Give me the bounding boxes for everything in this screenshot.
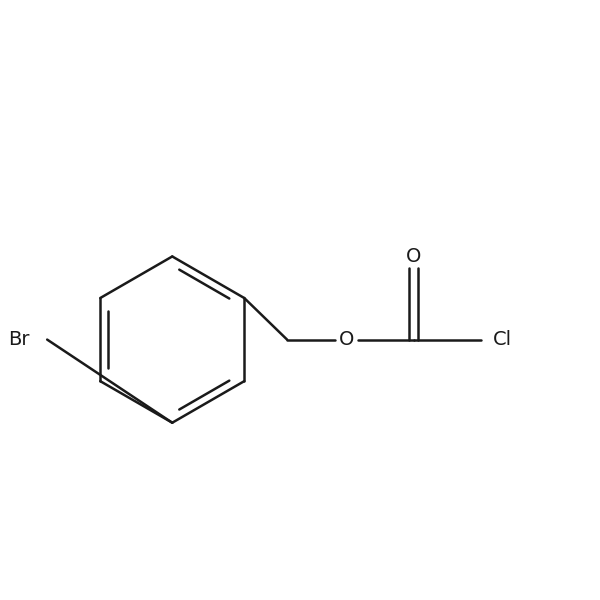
Text: O: O: [406, 247, 421, 266]
Text: O: O: [339, 330, 354, 349]
Text: Cl: Cl: [493, 330, 512, 349]
Text: Br: Br: [8, 330, 30, 349]
